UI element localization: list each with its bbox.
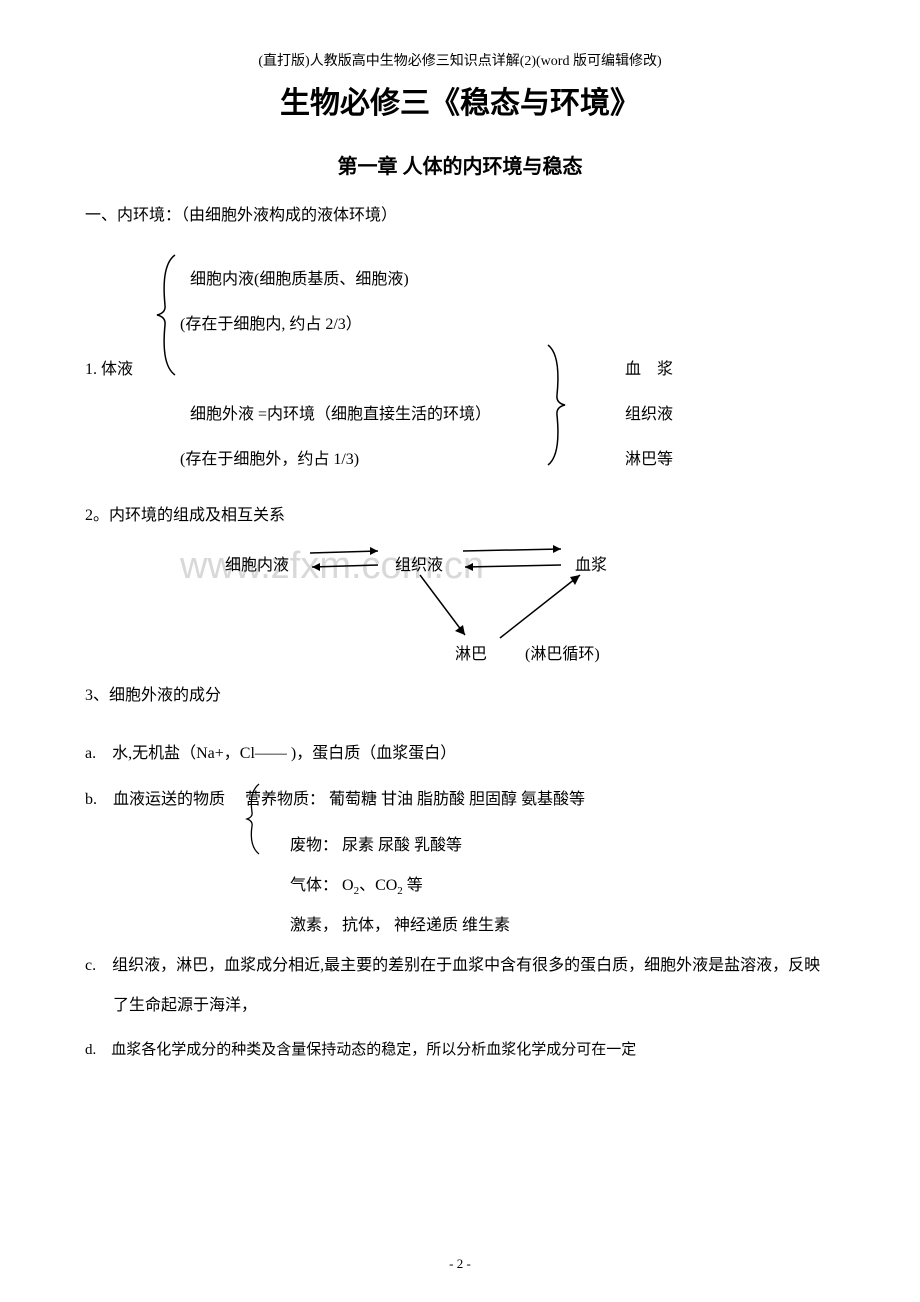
relationship-diagram: www.zfxm.com.cn 细胞内液 组织液 血浆 淋巴 (淋巴循环)	[85, 545, 835, 675]
arrow-icon	[405, 570, 485, 645]
left-brace-icon	[153, 255, 183, 375]
chapter-title: 第一章 人体的内环境与稳态	[85, 150, 835, 179]
item-c: c. 组织液，淋巴，血浆成分相近,最主要的差别在于血浆中含有很多的蛋白质，细胞外…	[85, 946, 835, 1026]
small-brace-icon	[245, 784, 263, 854]
d1-right3: 淋巴等	[625, 445, 673, 469]
item-b-line3: 气体： O2、CO2 等	[85, 866, 835, 906]
section3-heading: 3、细胞外液的成分	[85, 675, 835, 717]
arrow-icon	[495, 570, 595, 645]
item-b-line2: 废物： 尿素 尿酸 乳酸等	[85, 826, 835, 866]
gas-co2-pre: 、CO	[359, 877, 397, 894]
row-label: 1. 体液	[85, 355, 133, 379]
main-title: 生物必修三《稳态与环境》	[85, 78, 835, 122]
d1-top1: 细胞内液(细胞质基质、细胞液)	[190, 265, 409, 289]
section1-heading: 一、内环境：（由细胞外液构成的液体环境）	[85, 201, 835, 225]
component-list: a. 水,无机盐（Na+，Cl—— )，蛋白质（血浆蛋白） b. 血液运送的物质…	[85, 734, 835, 1070]
section2-heading: 2。内环境的组成及相互关系	[85, 495, 835, 537]
item-b-line1: 营养物质： 葡萄糖 甘油 脂肪酸 胆固醇 氨基酸等	[245, 791, 585, 808]
d1-top2: (存在于细胞内, 约占 2/3）	[180, 310, 362, 334]
item-d: d. 血浆各化学成分的种类及含量保持动态的稳定，所以分析血浆化学成分可在一定	[85, 1032, 835, 1070]
header-note: (直打版)人教版高中生物必修三知识点详解(2)(word 版可编辑修改)	[85, 50, 835, 70]
body-fluid-diagram: 1. 体液 细胞内液(细胞质基质、细胞液) (存在于细胞内, 约占 2/3） 细…	[85, 245, 835, 495]
gas-o2-pre: 气体： O	[290, 877, 354, 894]
d1-bottom: (存在于细胞外，约占 1/3)	[180, 445, 359, 469]
right-brace-icon	[545, 345, 570, 465]
gas-post: 等	[403, 877, 423, 894]
item-a: a. 水,无机盐（Na+，Cl—— )，蛋白质（血浆蛋白）	[85, 734, 835, 774]
d1-right2: 组织液	[625, 400, 673, 424]
page-number: - 2 -	[0, 1256, 920, 1272]
item-b: b. 血液运送的物质 营养物质： 葡萄糖 甘油 脂肪酸 胆固醇 氨基酸等	[85, 780, 835, 820]
node-cell-fluid: 细胞内液	[225, 551, 289, 575]
item-b-lead: b. 血液运送的物质	[85, 791, 225, 808]
d1-mid: 细胞外液 =内环境（细胞直接生活的环境）	[190, 400, 491, 424]
item-b-line4: 激素， 抗体， 神经递质 维生素	[85, 906, 835, 946]
arrow-icon	[300, 545, 390, 575]
d1-right1: 血 浆	[625, 355, 673, 379]
